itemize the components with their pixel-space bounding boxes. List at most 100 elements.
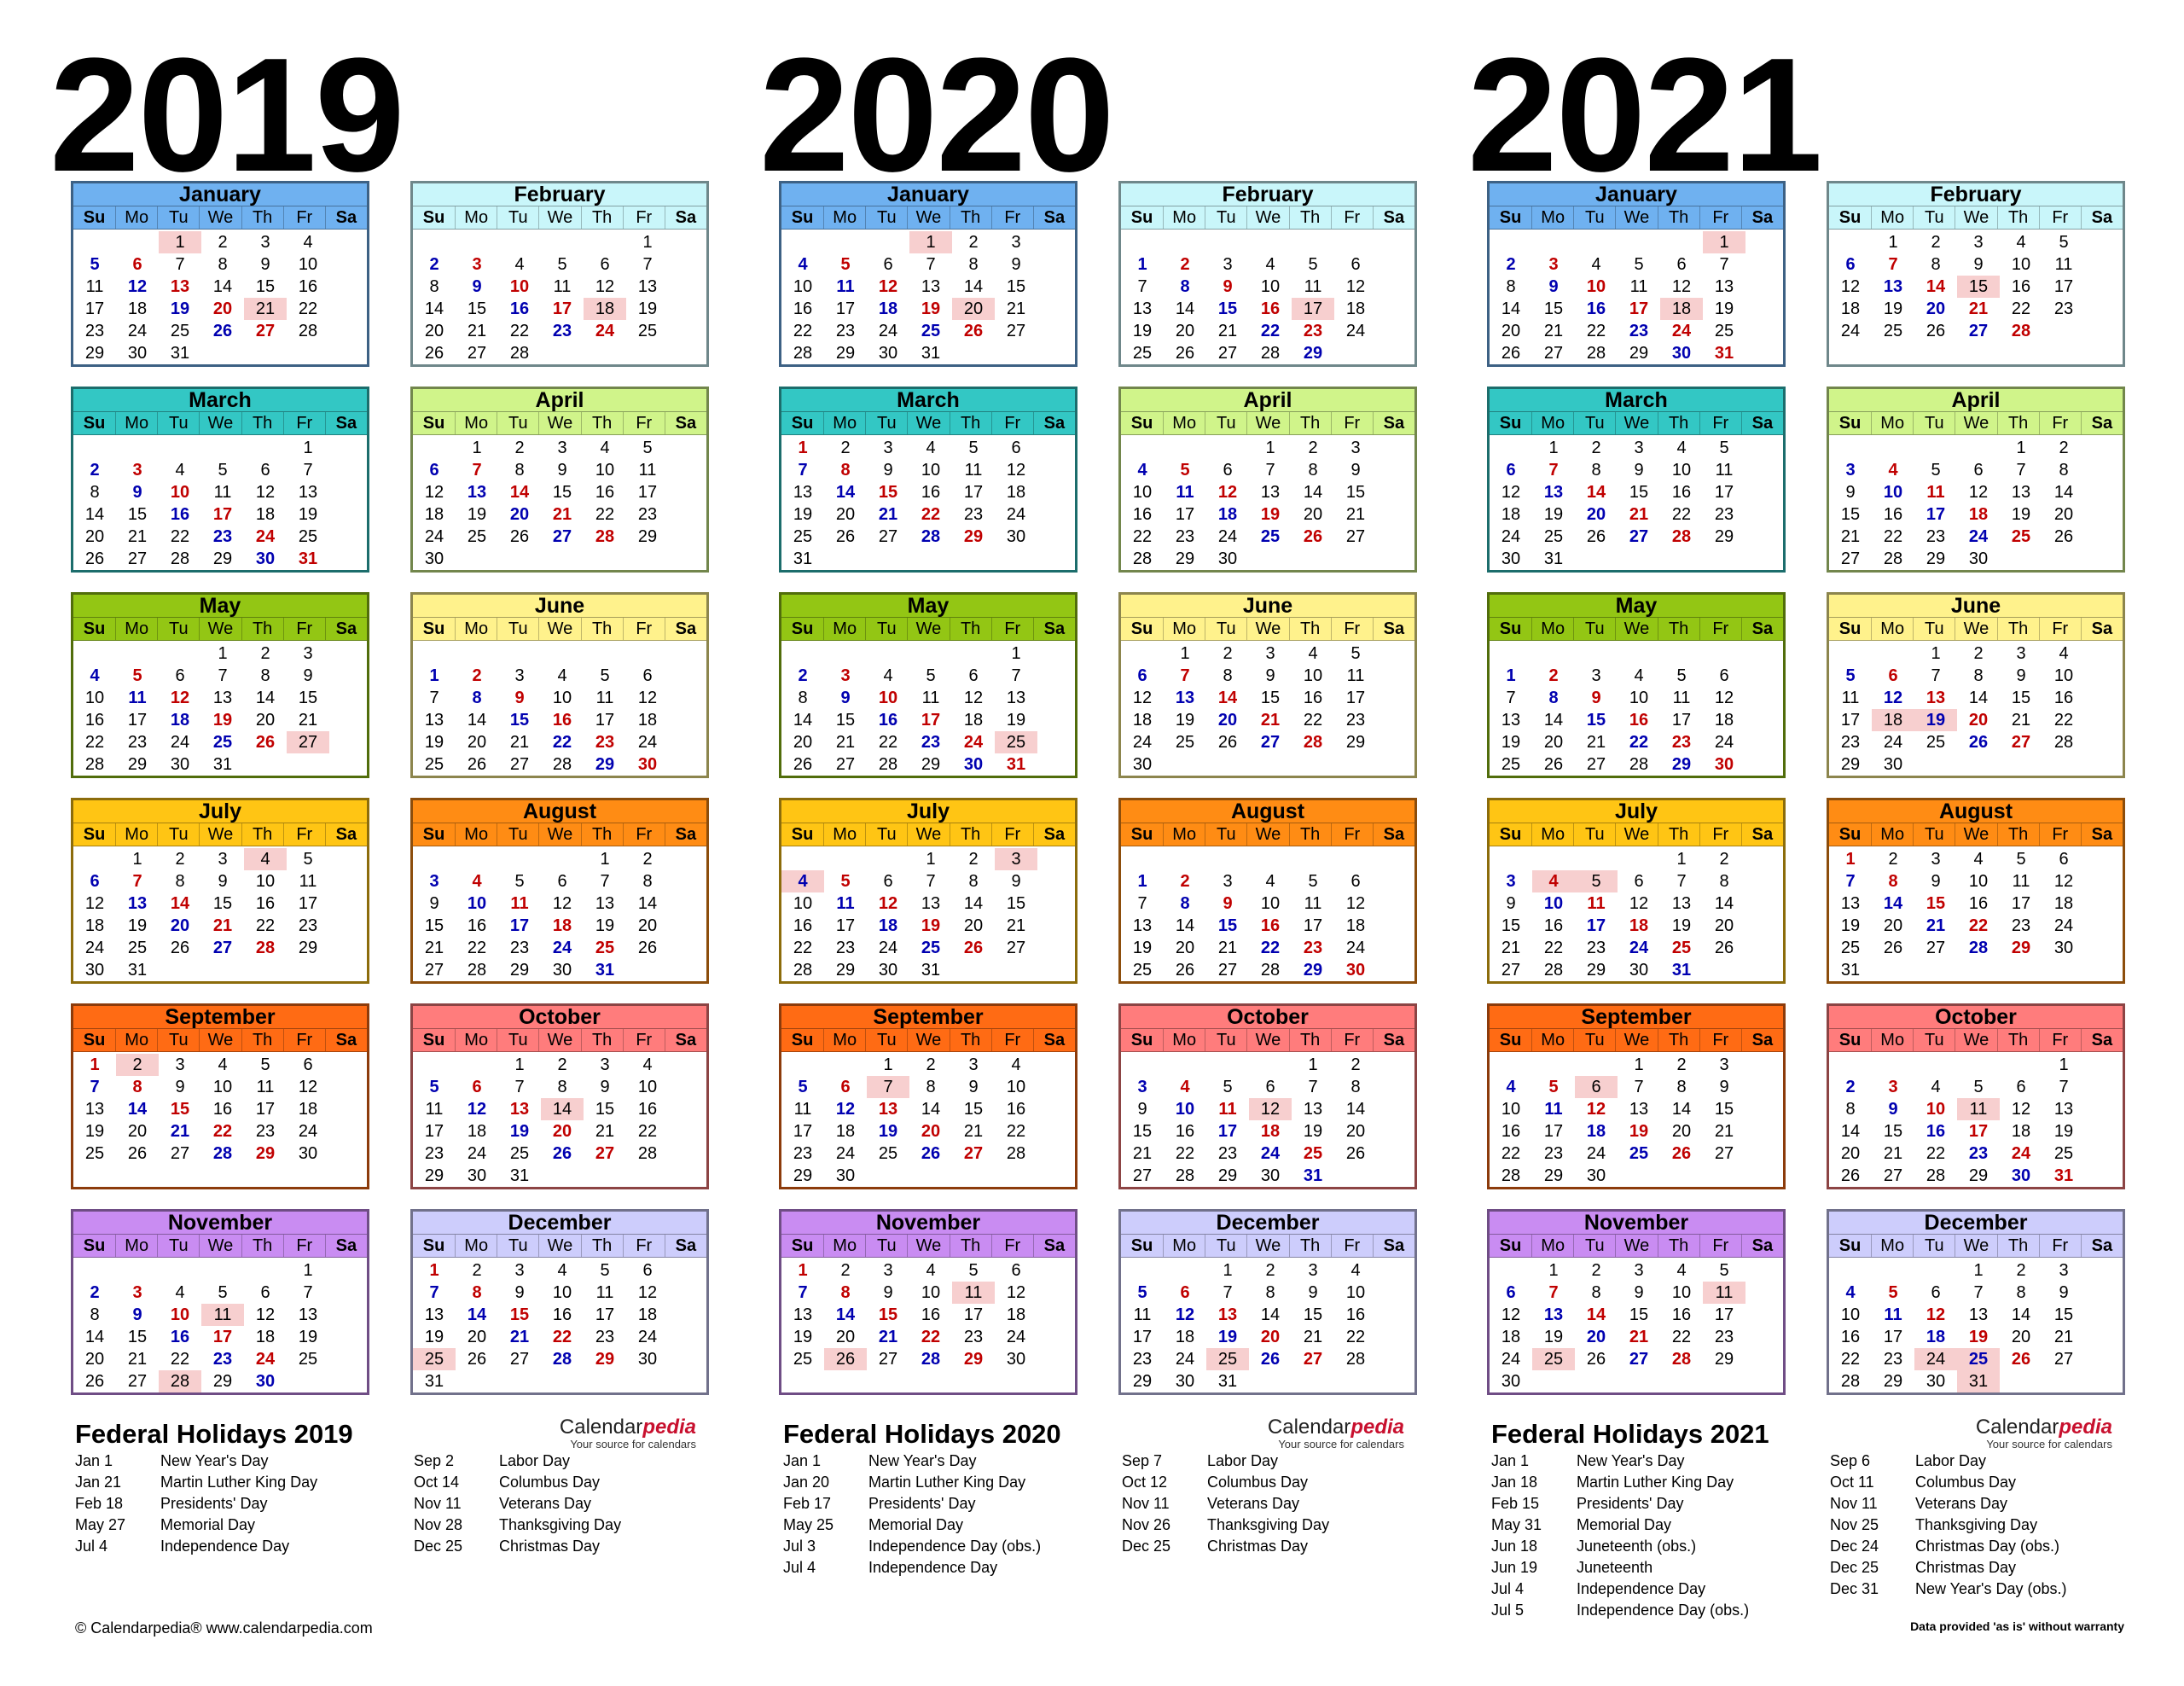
day-cell: 28: [793, 344, 813, 363]
day-cell: 22: [1543, 939, 1564, 957]
day-grid: 1 2 3 4 5 6 7 8 9 10 11 12 13 14 15 16 17 18 19 20 21 22 23 24 2…: [1490, 846, 1783, 981]
day-cell: 1: [1634, 1055, 1644, 1074]
weekday-header: Th: [1288, 1235, 1331, 1257]
day-cell: 27: [2011, 733, 2031, 752]
day-cell: 20: [255, 711, 276, 730]
weekday-header: Th: [1657, 1235, 1699, 1257]
day-cell: 31: [1671, 961, 1692, 980]
month-january-2019: January Su Mo Tu We Th Fr Sa 1 2 3 4 5 6 7 8 9 10 11 12 13 14…: [71, 181, 369, 367]
weekday-header: Th: [580, 618, 623, 640]
weekday-header-row: Su Mo Tu We Th Fr Sa: [781, 1234, 1075, 1258]
day-cell: 7: [798, 461, 808, 480]
day-cell: 15: [1629, 1305, 1649, 1324]
day-grid: 1 2 3 4 5 6 7 8 9 10 11 12 13 14 15 16 17 18 19 20 21 22 23 24 2…: [1829, 641, 2123, 776]
weekday-header: Tu: [1913, 1235, 1955, 1257]
empty-day-cell: [1206, 231, 1249, 253]
holiday-day-cell: 25: [1957, 1348, 2000, 1370]
holiday-day-cell: 28: [159, 1370, 201, 1392]
day-cell: 13: [212, 689, 233, 707]
weekday-header-row: Su Mo Tu We Th Fr Sa: [1490, 1234, 1783, 1258]
day-cell: 29: [424, 1166, 444, 1185]
weekday-header: Mo: [115, 823, 157, 846]
day-cell: 1: [1931, 644, 1941, 663]
day-cell: 30: [637, 755, 658, 774]
day-grid: 1 2 3 4 5 6 7 8 9 10 11 12 13 14 15 16 17 18 19 20 21 22 23 24 2…: [1490, 435, 1783, 570]
holiday-date: Jul 5: [1491, 1602, 1525, 1619]
holiday-name: Veterans Day: [1207, 1495, 1300, 1512]
month-april-2021: April Su Mo Tu We Th Fr Sa 1 2 3 4 5 6 7 8 9 10 11 12 13 14 15…: [1827, 387, 2125, 573]
day-cell: 13: [1543, 483, 1564, 502]
day-cell: 4: [1591, 255, 1601, 274]
day-cell: 6: [90, 872, 100, 891]
day-cell: 27: [1629, 1350, 1649, 1369]
empty-day-cell: [1334, 231, 1377, 253]
day-cell: 22: [552, 733, 572, 752]
holiday-name: Presidents' Day: [868, 1495, 976, 1512]
day-cell: 26: [2011, 1350, 2031, 1369]
empty-day-cell: [116, 1259, 159, 1282]
day-cell: 19: [127, 916, 148, 935]
empty-day-cell: [116, 437, 159, 459]
day-cell: 10: [1501, 1100, 1521, 1119]
day-cell: 20: [1968, 711, 1989, 730]
weekday-header: We: [538, 823, 580, 846]
month-may-2021: May Su Mo Tu We Th Fr Sa 1 2 3 4 5 6 7 8 9 10 11 12 13 14 15 16…: [1487, 592, 1786, 778]
day-cell: 8: [90, 483, 100, 502]
day-cell: 21: [1840, 527, 1861, 546]
empty-day-cell: [456, 642, 498, 665]
day-cell: 29: [1303, 961, 1323, 980]
day-cell: 1: [514, 1055, 525, 1074]
day-cell: 20: [1671, 1122, 1692, 1141]
day-cell: 17: [1303, 916, 1323, 935]
day-cell: 8: [218, 255, 228, 274]
day-cell: 15: [509, 711, 530, 730]
day-cell: 24: [1714, 733, 1734, 752]
empty-day-cell: [1532, 231, 1575, 253]
month-february-2020: February Su Mo Tu We Th Fr Sa 1 2 3 4 5 6 7 8 9 10 11 12 13 1…: [1118, 181, 1417, 367]
weekday-header-row: Su Mo Tu We Th Fr Sa: [73, 823, 367, 846]
day-cell: 8: [1719, 872, 1729, 891]
day-cell: 24: [1345, 322, 1366, 340]
holiday-item: Dec 24 Christmas Day (obs.): [1830, 1536, 2067, 1557]
day-cell: 19: [1217, 1328, 1238, 1346]
day-cell: 2: [926, 1055, 936, 1074]
weekday-header: Sa: [324, 823, 367, 846]
day-cell: 26: [552, 1144, 572, 1163]
weekday-header: Su: [83, 1031, 106, 1049]
day-cell: 3: [218, 850, 228, 869]
day-cell: 12: [1217, 483, 1238, 502]
day-grid: 1 2 3 4 5 6 7 8 9 10 11 12 13 14 15 16 17 18 19 20 21 22 23 24 2…: [413, 846, 706, 981]
weekday-header: Fr: [990, 1029, 1033, 1051]
day-cell: 27: [1217, 961, 1238, 980]
holiday-day-cell: 3: [995, 848, 1037, 870]
weekday-header-row: Su Mo Tu We Th Fr Sa: [1121, 823, 1414, 846]
weekday-header: We: [1955, 412, 1996, 434]
weekday-header: Sa: [1372, 618, 1414, 640]
day-cell: 31: [1840, 961, 1861, 980]
weekday-header: Sa: [324, 206, 367, 229]
day-cell: 10: [2053, 666, 2074, 685]
empty-day-cell: [1914, 437, 1957, 459]
day-cell: 20: [1345, 1122, 1366, 1141]
weekday-header: Tu: [865, 618, 907, 640]
weekday-header: Tu: [865, 1029, 907, 1051]
day-cell: 21: [1345, 505, 1366, 524]
day-cell: 28: [1260, 961, 1281, 980]
day-cell: 4: [1308, 644, 1318, 663]
day-cell: 21: [835, 733, 856, 752]
day-cell: 18: [1501, 505, 1521, 524]
weekday-header: Su: [422, 414, 445, 433]
day-cell: 30: [1586, 1166, 1606, 1185]
day-cell: 18: [1586, 1122, 1606, 1141]
day-cell: 12: [1345, 277, 1366, 296]
day-cell: 20: [1175, 322, 1195, 340]
day-cell: 8: [840, 1283, 851, 1302]
day-cell: 13: [595, 894, 615, 913]
day-cell: 23: [1132, 1350, 1153, 1369]
day-cell: 13: [1671, 894, 1692, 913]
day-cell: 12: [963, 689, 984, 707]
day-cell: 5: [2016, 850, 2026, 869]
day-cell: 22: [1260, 322, 1281, 340]
weekday-header: Su: [1499, 1031, 1522, 1049]
day-cell: 25: [793, 527, 813, 546]
